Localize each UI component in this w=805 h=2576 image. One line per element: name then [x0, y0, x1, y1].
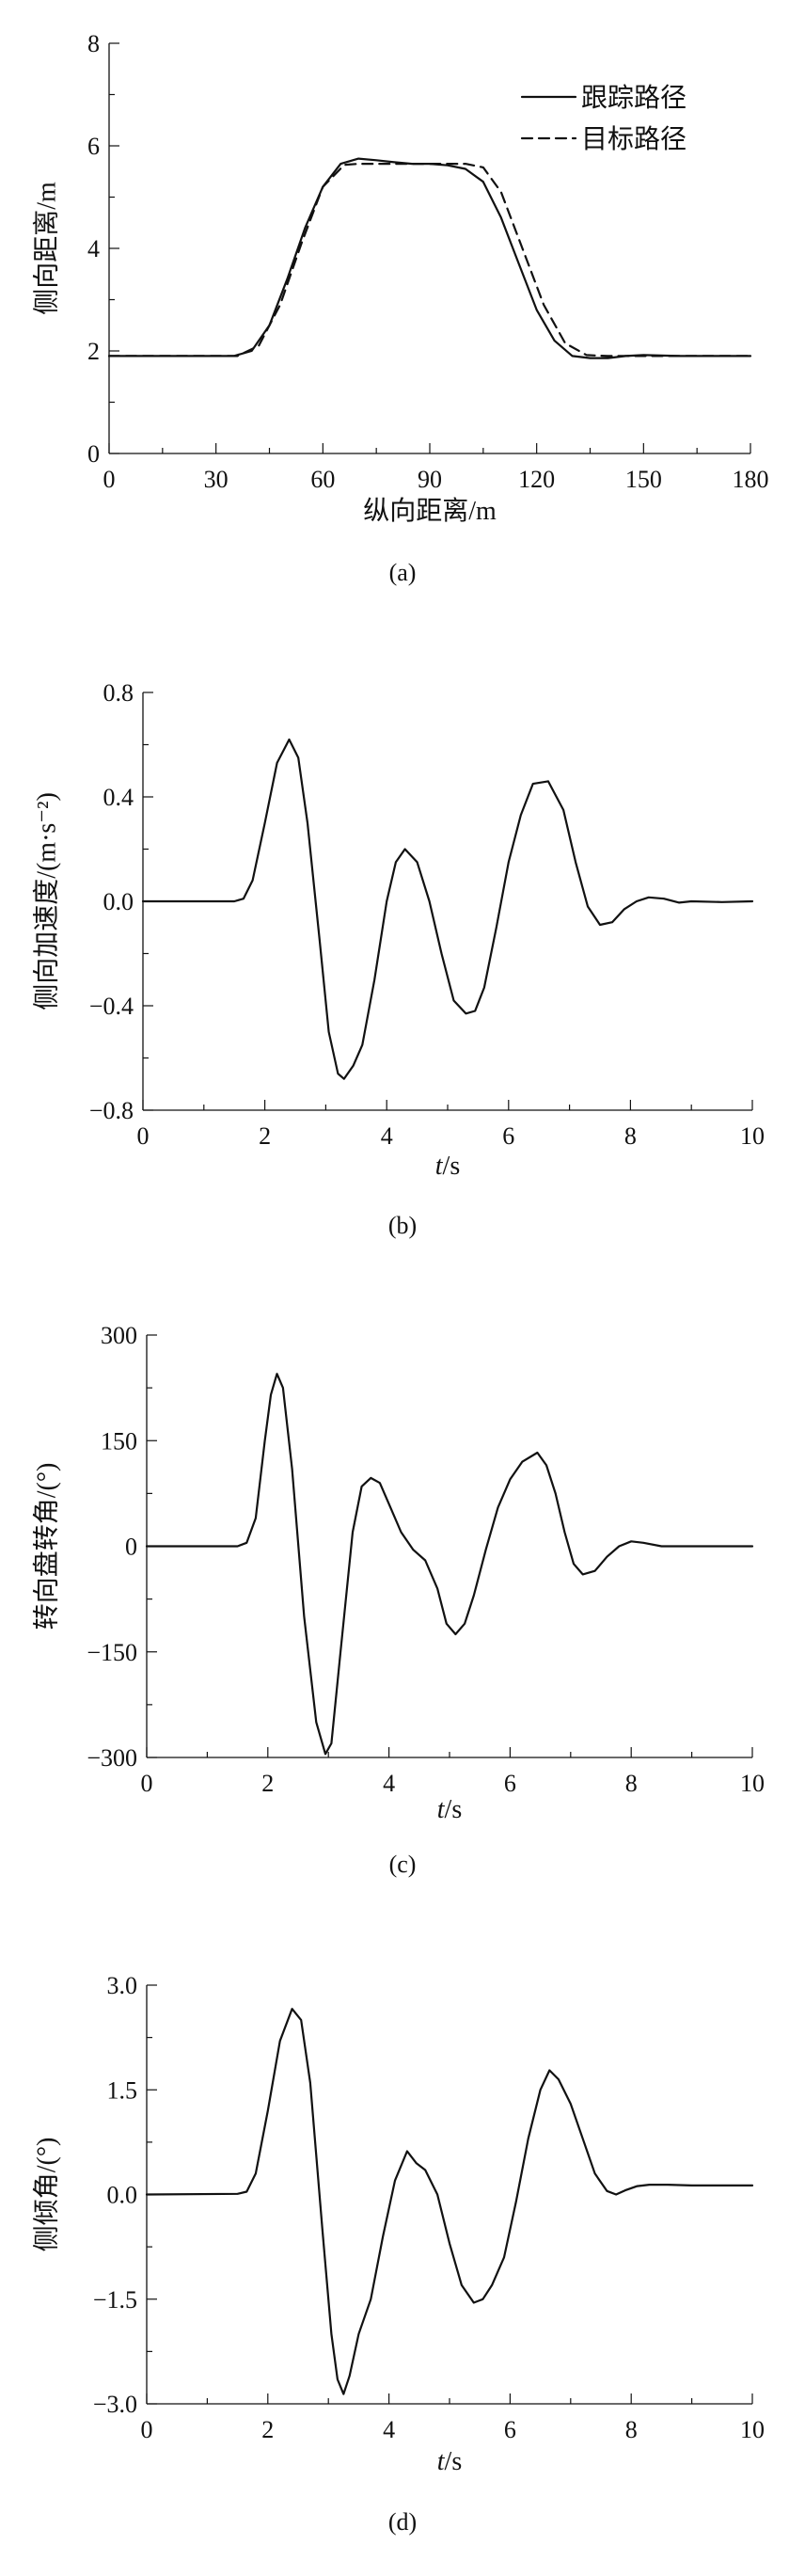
y-tick-label: −300	[87, 1744, 137, 1772]
x-tick-label: 4	[383, 1770, 395, 1797]
solid-series-line	[145, 2008, 754, 2395]
x-tick-label: 8	[625, 2416, 638, 2443]
y-tick-label: 0.0	[107, 2182, 138, 2209]
x-tick-label: 150	[625, 466, 662, 493]
y-tick-label: −150	[87, 1639, 137, 1666]
x-tick-label: 60	[310, 466, 335, 493]
solid-series-line	[107, 157, 752, 359]
chart-a: 0 30 60 90 120 150 180 0 2 4 6 8 纵向距离/m 侧向距离/m 跟踪路径目标路…	[31, 30, 768, 586]
y-tick-label: −0.4	[89, 993, 134, 1020]
x-tick-label: 0	[141, 1770, 153, 1797]
y-tick-label: 300	[101, 1322, 137, 1349]
y-tick-label: 0	[87, 440, 100, 468]
y-tick-label: −1.5	[93, 2286, 137, 2314]
x-tick-label: 10	[740, 1122, 765, 1150]
figure-caption: (a)	[389, 559, 417, 586]
solid-series-line	[145, 1373, 754, 1756]
y-tick-label: 0.8	[103, 679, 134, 707]
legend-label: 跟踪路径	[581, 83, 687, 113]
x-tick-label: 2	[261, 1770, 274, 1797]
y-tick-label: 3.0	[107, 1972, 138, 1999]
x-tick-label: 4	[381, 1122, 393, 1150]
y-axis-title: 转向盘转角/(°)	[31, 1463, 61, 1630]
y-tick-label: 0	[125, 1534, 137, 1561]
y-tick-label: 0.0	[103, 888, 134, 915]
x-axis-title: t/s	[435, 1152, 460, 1181]
y-tick-label: 1.5	[107, 2076, 138, 2104]
figure-caption: (c)	[389, 1851, 417, 1878]
y-tick-label: −3.0	[93, 2391, 137, 2418]
y-tick-label: 4	[87, 235, 100, 262]
x-tick-label: 8	[624, 1122, 637, 1150]
figure-caption: (b)	[388, 1212, 417, 1239]
x-axis-title: t/s	[437, 1795, 462, 1824]
y-tick-label: −0.8	[89, 1097, 134, 1124]
y-tick-label: 2	[87, 338, 100, 365]
x-tick-label: 30	[204, 466, 229, 493]
figure-caption: (d)	[388, 2508, 417, 2536]
x-tick-label: 0	[103, 466, 116, 493]
y-tick-label: 8	[87, 30, 100, 57]
x-tick-label: 2	[261, 2416, 274, 2443]
x-tick-label: 2	[259, 1122, 271, 1150]
x-tick-label: 0	[137, 1122, 150, 1150]
x-tick-label: 6	[504, 1770, 516, 1797]
x-tick-label: 90	[418, 466, 442, 493]
chart-d: 0 2 4 6 8 10 3.0 1.5 0.0 −1.5 −3.0 t/s 侧倾角/(°) (d)	[31, 1972, 765, 2536]
x-tick-label: 10	[740, 1770, 765, 1797]
x-tick-label: 8	[625, 1770, 638, 1797]
solid-series-line	[141, 738, 754, 1080]
legend-label: 目标路径	[581, 124, 687, 154]
x-tick-label: 6	[504, 2416, 516, 2443]
y-axis-title: 侧向加速度/(m·s⁻²)	[31, 792, 61, 1010]
y-tick-label: 150	[101, 1427, 137, 1455]
x-tick-label: 0	[141, 2416, 153, 2443]
chart-b: 0 2 4 6 8 10 0.8 0.4 0.0 −0.4 −0.8 t/s 侧向加速度/(m·s⁻²)…	[31, 679, 765, 1239]
y-tick-label: 0.4	[103, 784, 134, 811]
dashed-series-line	[107, 163, 752, 358]
x-tick-label: 120	[518, 466, 555, 493]
y-tick-label: 6	[87, 133, 100, 160]
x-tick-label: 4	[383, 2416, 395, 2443]
x-axis-title: 纵向距离/m	[363, 496, 497, 526]
x-axis-title: t/s	[437, 2447, 462, 2476]
x-tick-label: 10	[740, 2416, 765, 2443]
x-tick-label: 6	[502, 1122, 514, 1150]
x-tick-label: 180	[733, 466, 769, 493]
chart-c: 0 2 4 6 8 10 300 150 0 −150 −300 t/s 转向盘转角/(°) (c)	[31, 1322, 765, 1878]
y-axis-title: 侧倾角/(°)	[31, 2138, 61, 2252]
y-axis-title: 侧向距离/m	[31, 182, 61, 315]
